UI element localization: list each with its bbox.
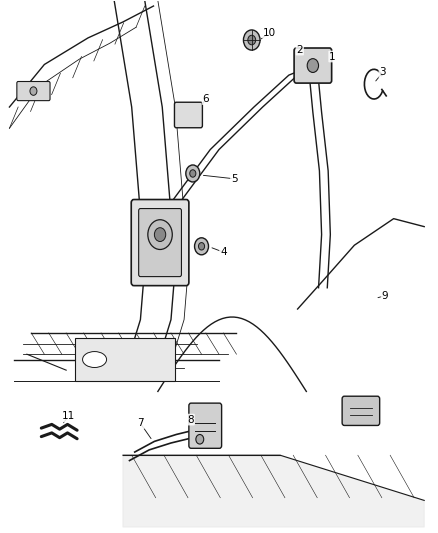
Circle shape (154, 228, 166, 241)
Circle shape (30, 87, 37, 95)
Text: 2: 2 (297, 45, 303, 54)
Circle shape (190, 169, 196, 177)
Circle shape (198, 243, 205, 250)
Text: 1: 1 (329, 52, 336, 61)
FancyBboxPatch shape (17, 82, 50, 101)
FancyBboxPatch shape (189, 403, 222, 448)
Text: 7: 7 (137, 418, 144, 429)
Polygon shape (123, 455, 424, 527)
Text: 8: 8 (187, 415, 194, 425)
Circle shape (148, 220, 172, 249)
Circle shape (186, 165, 200, 182)
Text: 3: 3 (379, 68, 386, 77)
FancyBboxPatch shape (139, 208, 181, 277)
FancyBboxPatch shape (294, 48, 332, 83)
Text: 11: 11 (62, 411, 75, 422)
Text: 9: 9 (381, 290, 388, 301)
Circle shape (194, 238, 208, 255)
Text: 4: 4 (220, 247, 227, 257)
Circle shape (244, 30, 260, 50)
FancyBboxPatch shape (75, 338, 175, 381)
FancyBboxPatch shape (131, 199, 189, 286)
FancyBboxPatch shape (174, 102, 202, 128)
Ellipse shape (82, 352, 106, 368)
FancyBboxPatch shape (342, 396, 380, 425)
Circle shape (248, 35, 256, 45)
Text: 6: 6 (203, 94, 209, 104)
Text: 5: 5 (231, 174, 237, 184)
Circle shape (307, 59, 318, 72)
Text: 10: 10 (263, 28, 276, 38)
Circle shape (196, 434, 204, 444)
